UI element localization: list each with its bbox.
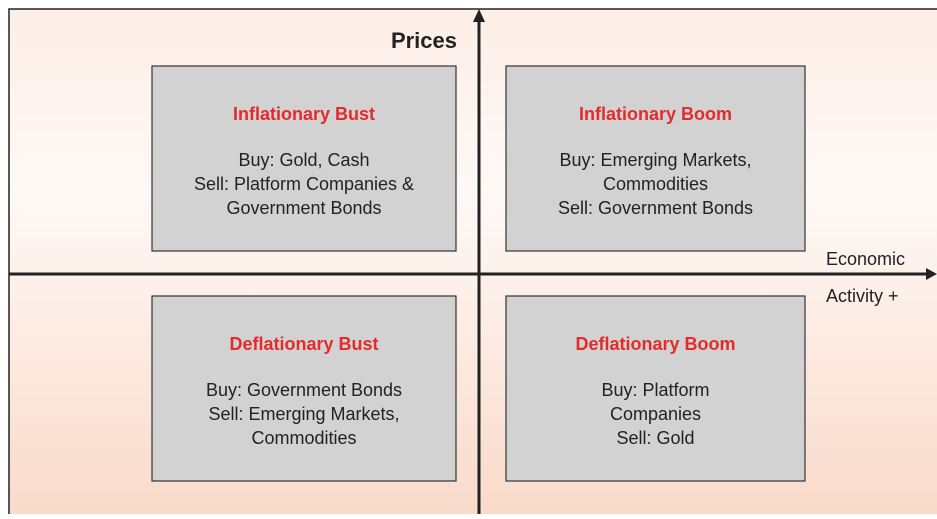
quadrant-box <box>151 295 457 482</box>
x-arrow <box>926 268 937 280</box>
quadrant-line: Commodities <box>251 428 356 448</box>
quadrant-box <box>505 295 806 482</box>
y-label: Prices <box>391 28 457 53</box>
quadrant-title: Inflationary Bust <box>233 104 375 124</box>
quadrant-line: Sell: Government Bonds <box>558 198 753 218</box>
x-label: Activity + <box>826 286 899 306</box>
quadrant-title: Deflationary Boom <box>575 334 735 354</box>
quadrant-line: Sell: Emerging Markets, <box>208 404 399 424</box>
quadrant-line: Buy: Gold, Cash <box>238 150 369 170</box>
quadrant-line: Sell: Gold <box>616 428 694 448</box>
quadrant-line: Government Bonds <box>226 198 381 218</box>
quadrant-line: Sell: Platform Companies & <box>194 174 414 194</box>
quadrant-line: Companies <box>610 404 701 424</box>
quadrant-line: Buy: Government Bonds <box>206 380 402 400</box>
quadrant-title: Deflationary Bust <box>229 334 378 354</box>
quadrant-line: Buy: Platform <box>601 380 709 400</box>
x-label: Economic <box>826 249 905 269</box>
quadrant-box <box>151 65 457 252</box>
y-arrow <box>473 9 485 22</box>
quadrant-line: Buy: Emerging Markets, <box>559 150 751 170</box>
quadrant-title: Inflationary Boom <box>579 104 732 124</box>
quadrant-line: Commodities <box>603 174 708 194</box>
quadrant-box <box>505 65 806 252</box>
